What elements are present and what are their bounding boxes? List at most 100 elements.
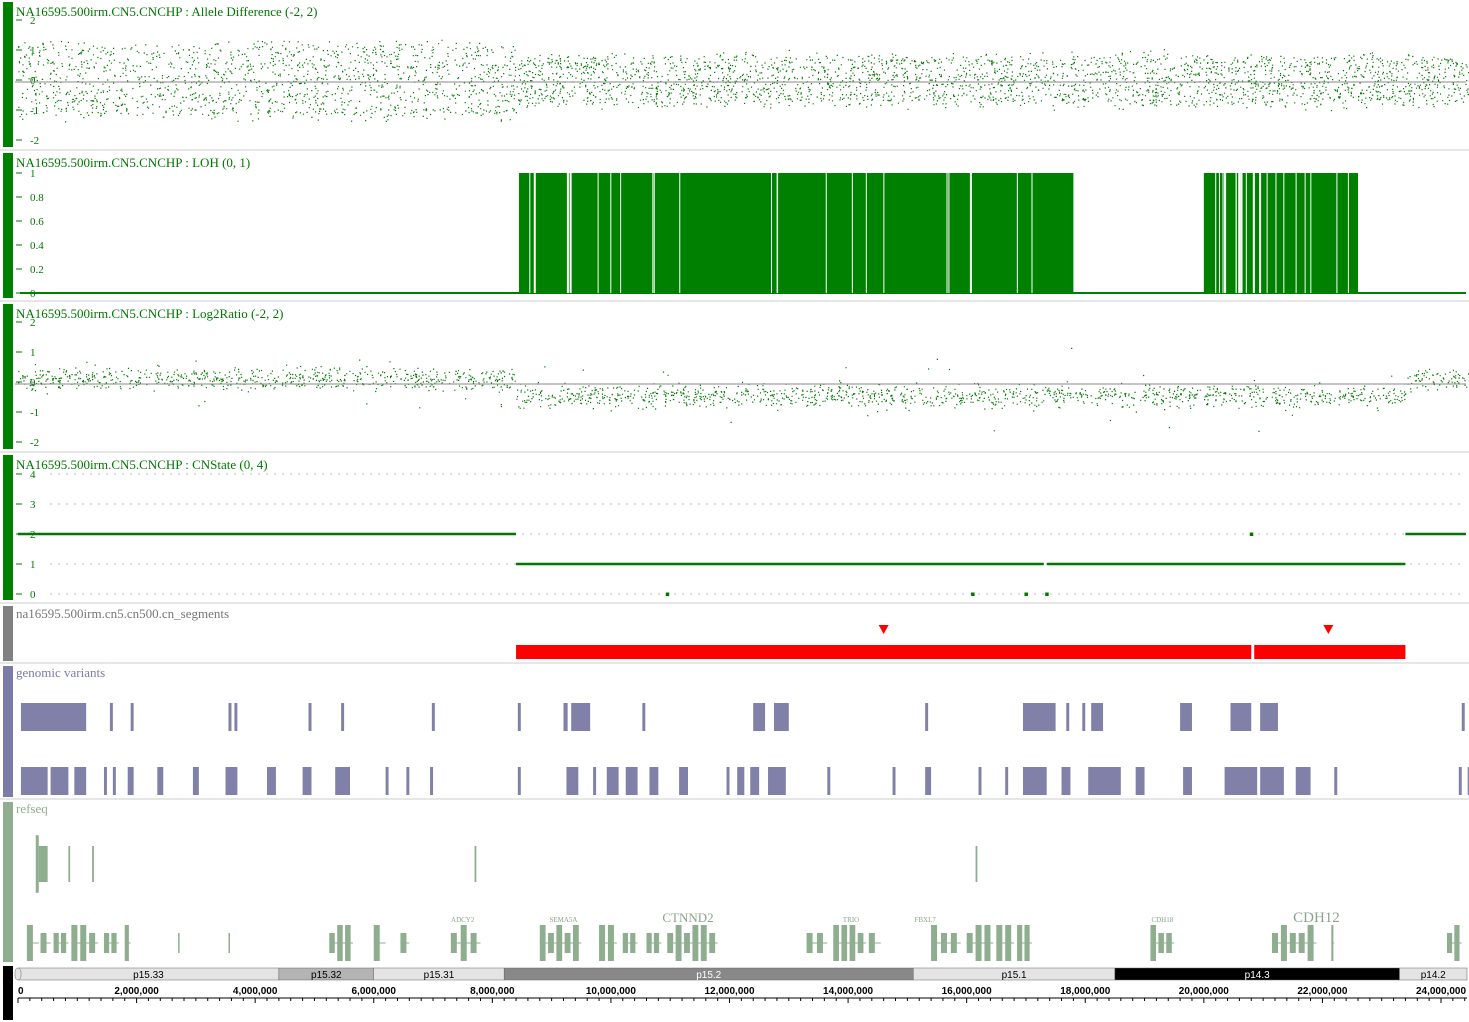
refseq-exon[interactable] [667, 933, 674, 953]
refseq-exon[interactable] [684, 933, 690, 953]
variant-feature[interactable] [517, 767, 521, 795]
ruler-gutter[interactable] [3, 966, 13, 1020]
refseq-exon[interactable] [178, 933, 180, 953]
cytoband-p14.2[interactable] [1399, 967, 1468, 981]
refseq-exon[interactable] [1280, 925, 1287, 961]
variant-feature[interactable] [308, 703, 312, 731]
refseq-exon[interactable] [622, 933, 628, 953]
segment-0[interactable] [516, 645, 1252, 659]
variant-feature[interactable] [20, 767, 48, 795]
variant-feature[interactable] [1091, 703, 1104, 731]
variant-feature[interactable] [157, 767, 164, 795]
refseq-exon[interactable] [460, 925, 467, 961]
variant-feature[interactable] [593, 767, 597, 795]
refseq-exon[interactable] [653, 933, 660, 953]
refseq-exon[interactable] [1024, 925, 1030, 961]
variant-feature[interactable] [341, 703, 345, 731]
refseq-exon[interactable] [841, 925, 848, 961]
refseq-gene[interactable] [474, 846, 477, 882]
refseq-exon[interactable] [373, 925, 380, 961]
refseq-exon[interactable] [630, 933, 636, 953]
refseq-exon[interactable] [556, 925, 563, 961]
variant-feature[interactable] [892, 767, 896, 795]
variant-feature[interactable] [1022, 703, 1056, 731]
variant-feature[interactable] [112, 767, 116, 795]
refseq-exon[interactable] [675, 925, 682, 961]
refseq-exon[interactable] [966, 933, 973, 953]
refseq-gene[interactable] [35, 835, 39, 893]
refseq-exon[interactable] [1307, 925, 1314, 961]
refseq-exon[interactable] [228, 933, 230, 953]
refseq-exon[interactable] [124, 925, 129, 961]
refseq-exon[interactable] [816, 933, 823, 953]
refseq-exon[interactable] [700, 925, 707, 961]
variant-feature[interactable] [679, 767, 688, 795]
variant-feature[interactable] [1183, 767, 1192, 795]
refseq-exon[interactable] [833, 925, 839, 961]
refseq-gene[interactable] [975, 846, 978, 882]
refseq-exon[interactable] [931, 925, 938, 961]
refseq-exon[interactable] [450, 933, 457, 953]
refseq-exon[interactable] [1158, 933, 1164, 953]
variant-feature[interactable] [130, 703, 134, 731]
variant-feature[interactable] [517, 703, 521, 731]
track-gutter-variants[interactable] [3, 666, 13, 797]
variant-feature[interactable] [1230, 703, 1252, 731]
track-gutter-allele[interactable] [3, 2, 13, 147]
refseq-exon[interactable] [940, 933, 947, 953]
refseq-exon[interactable] [868, 933, 875, 953]
variant-feature[interactable] [925, 703, 929, 731]
refseq-gene[interactable] [38, 846, 48, 882]
refseq-exon[interactable] [470, 933, 477, 953]
variant-feature[interactable] [726, 767, 730, 795]
track-gutter-refseq[interactable] [3, 802, 13, 962]
refseq-exon[interactable] [564, 933, 571, 953]
variant-feature[interactable] [737, 767, 745, 795]
refseq-exon[interactable] [607, 925, 614, 961]
variant-feature[interactable] [1260, 703, 1278, 731]
refseq-exon[interactable] [1005, 925, 1012, 961]
refseq-exon[interactable] [1331, 925, 1334, 961]
variant-feature[interactable] [750, 767, 760, 795]
variant-feature[interactable] [1295, 767, 1311, 795]
track-gutter-loh[interactable] [3, 153, 13, 298]
variant-feature[interactable] [571, 703, 591, 731]
variant-feature[interactable] [267, 767, 276, 795]
variant-feature[interactable] [1088, 767, 1121, 795]
refseq-exon[interactable] [1272, 933, 1279, 953]
variant-feature[interactable] [385, 767, 389, 795]
variant-feature[interactable] [1022, 767, 1047, 795]
refseq-exon[interactable] [984, 925, 991, 961]
refseq-exon[interactable] [40, 933, 47, 953]
refseq-gene[interactable] [92, 846, 94, 882]
variant-feature[interactable] [1224, 767, 1258, 795]
track-gutter-log2[interactable] [3, 304, 13, 449]
refseq-exon[interactable] [996, 925, 1003, 961]
variant-feature[interactable] [649, 767, 659, 795]
variant-feature[interactable] [1082, 703, 1086, 731]
refseq-exon[interactable] [80, 925, 87, 961]
variant-feature[interactable] [642, 703, 646, 731]
variant-feature[interactable] [1005, 767, 1009, 795]
variant-feature[interactable] [753, 703, 766, 731]
variant-feature[interactable] [234, 703, 238, 731]
refseq-exon[interactable] [1298, 933, 1305, 953]
variant-feature[interactable] [773, 703, 789, 731]
refseq-exon[interactable] [345, 925, 351, 961]
refseq-exon[interactable] [599, 925, 606, 961]
variant-feature[interactable] [431, 703, 435, 731]
refseq-exon[interactable] [950, 933, 957, 953]
refseq-exon[interactable] [1017, 925, 1023, 961]
refseq-exon[interactable] [1454, 925, 1460, 961]
variant-feature[interactable] [20, 703, 87, 731]
refseq-exon[interactable] [975, 925, 982, 961]
refseq-exon[interactable] [572, 925, 579, 961]
refseq-exon[interactable] [1150, 925, 1157, 961]
variant-feature[interactable] [1066, 703, 1070, 731]
variant-feature[interactable] [1180, 703, 1192, 731]
refseq-exon[interactable] [857, 933, 864, 953]
variant-feature[interactable] [625, 767, 638, 795]
variant-feature[interactable] [606, 767, 619, 795]
variant-feature[interactable] [978, 767, 982, 795]
refseq-exon[interactable] [539, 925, 546, 961]
